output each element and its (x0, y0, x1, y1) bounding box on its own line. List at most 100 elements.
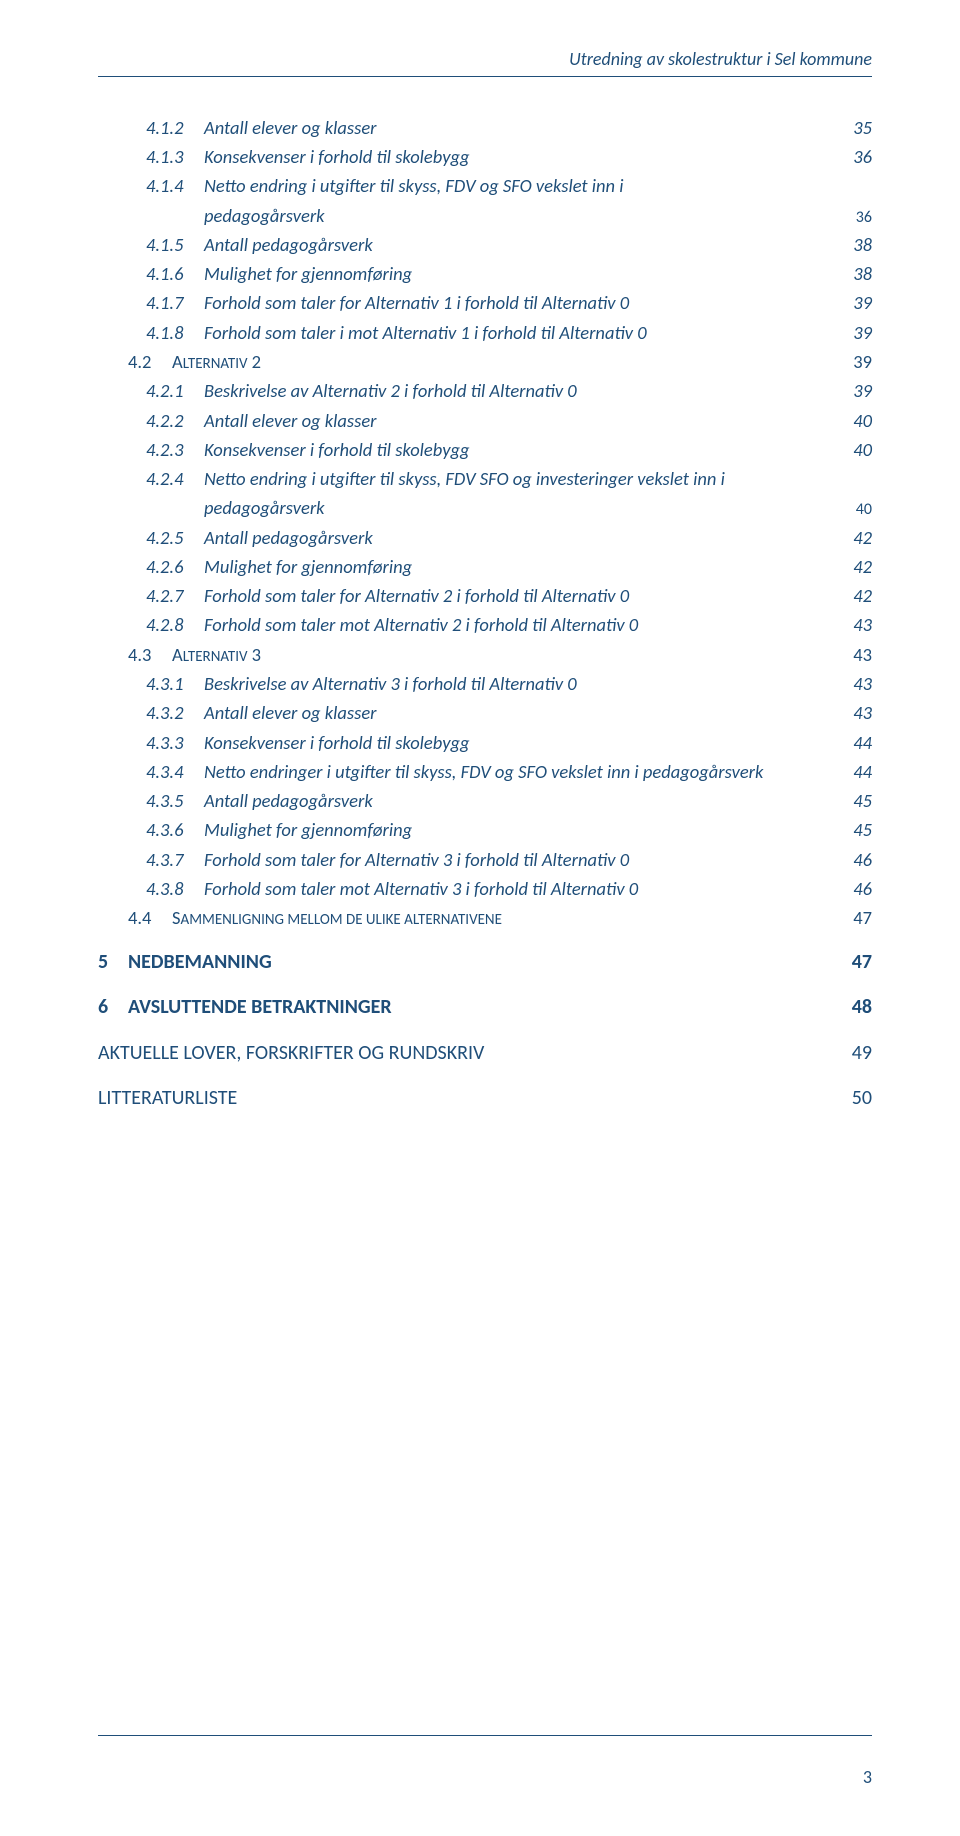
toc-number: 4.2.7 (146, 581, 204, 610)
toc-page: 43 (842, 640, 872, 669)
toc-number: 4.1.7 (146, 288, 204, 317)
toc-text: AKTUELLE LOVER, FORSKRIFTER OG RUNDSKRIV (98, 1038, 484, 1070)
toc-text: Forhold som taler mot Alternativ 3 i for… (204, 874, 638, 903)
toc-row: 4.4SAMMENLIGNING MELLOM DE ULIKE ALTERNA… (98, 903, 872, 933)
toc-row: 4.2.6Mulighet for gjennomføring 42 (98, 552, 872, 581)
toc-page: 38 (842, 230, 872, 259)
toc-text: Beskrivelse av Alternativ 3 i forhold ti… (204, 669, 577, 698)
toc-row: 4.2.1Beskrivelse av Alternativ 2 i forho… (98, 376, 872, 405)
toc-row: 4.2.7Forhold som taler for Alternativ 2 … (98, 581, 872, 610)
toc-text: Konsekvenser i forhold til skolebygg (204, 728, 470, 757)
toc-row: 4.3.2Antall elever og klasser 43 (98, 698, 872, 727)
toc-left: 4.3.4Netto endringer i utgifter til skys… (98, 757, 763, 786)
toc-number: 4.3 (128, 640, 172, 670)
toc-row: 4.1.8Forhold som taler i mot Alternativ … (98, 318, 872, 347)
toc-text: Beskrivelse av Alternativ 2 i forhold ti… (204, 376, 577, 405)
toc-left: 4.1.8Forhold som taler i mot Alternativ … (98, 318, 647, 347)
toc-page: 46 (842, 845, 872, 874)
toc-number: 4.3.3 (146, 728, 204, 757)
toc-text: Antall pedagogårsverk (204, 230, 373, 259)
toc-row: 4.2.2Antall elever og klasser40 (98, 406, 872, 435)
toc-left: 4.2.1Beskrivelse av Alternativ 2 i forho… (98, 376, 577, 405)
toc-left: 4.2ALTERNATIV 2 (98, 347, 261, 377)
toc-page: 48 (842, 992, 872, 1024)
toc-left: 4.1.2Antall elever og klasser (98, 113, 377, 142)
toc-row: LITTERATURLISTE50 (98, 1083, 872, 1115)
toc-text: Forhold som taler for Alternativ 3 i for… (204, 845, 629, 874)
toc-text: Forhold som taler for Alternativ 1 i for… (204, 288, 629, 317)
toc-left: 4.1.4Netto endring i utgifter til skyss,… (98, 171, 624, 200)
toc-page: 45 (842, 815, 872, 844)
toc-row: 4.3.3Konsekvenser i forhold til skolebyg… (98, 728, 872, 757)
toc-page: 43 (842, 698, 872, 727)
toc-left: 4.1.3Konsekvenser i forhold til skolebyg… (98, 142, 470, 171)
toc-text: NEDBEMANNING (128, 947, 272, 979)
toc-page: 40 (842, 435, 872, 464)
toc-page: 39 (842, 288, 872, 317)
toc-row: 4.1.3Konsekvenser i forhold til skolebyg… (98, 142, 872, 171)
toc-number: 4.2 (128, 347, 172, 377)
toc-text: Forhold som taler for Alternativ 2 i for… (204, 581, 629, 610)
toc-page: 43 (842, 610, 872, 639)
toc-left: 4.1.5Antall pedagogårsverk (98, 230, 373, 259)
toc-number: 4.2.1 (146, 376, 204, 405)
toc-page: 46 (842, 874, 872, 903)
toc-number: 4.2.3 (146, 435, 204, 464)
toc-row: 4.3ALTERNATIV 343 (98, 640, 872, 670)
toc-page: 39 (842, 347, 872, 376)
toc-text: AVSLUTTENDE BETRAKTNINGER (128, 992, 392, 1024)
toc-row: 4.3.6Mulighet for gjennomføring 45 (98, 815, 872, 844)
page-number: 3 (98, 1766, 872, 1788)
toc-left: 4.4SAMMENLIGNING MELLOM DE ULIKE ALTERNA… (98, 903, 502, 933)
toc-left: 4.3.3Konsekvenser i forhold til skolebyg… (98, 728, 470, 757)
toc-page: 47 (842, 903, 872, 932)
toc-page: 38 (842, 259, 872, 288)
toc-number: 4.1.8 (146, 318, 204, 347)
toc-page: 44 (842, 757, 872, 786)
toc-left: 4.3.1Beskrivelse av Alternativ 3 i forho… (98, 669, 577, 698)
toc-text: Forhold som taler mot Alternativ 2 i for… (204, 610, 638, 639)
toc-page: 42 (842, 552, 872, 581)
toc-left: 4.2.4Netto endring i utgifter til skyss,… (98, 464, 725, 493)
toc-number: 4.1.4 (146, 171, 204, 200)
toc-text: Antall elever og klasser (204, 406, 377, 435)
toc-row: 4.2.3Konsekvenser i forhold til skolebyg… (98, 435, 872, 464)
toc-page: 39 (842, 318, 872, 347)
toc-page: 42 (842, 581, 872, 610)
toc-text: pedagogårsverk (204, 201, 325, 230)
toc-left: 4.3.5Antall pedagogårsverk (98, 786, 373, 815)
toc-left: pedagogårsverk (98, 493, 325, 522)
toc-row: 4.1.6Mulighet for gjennomføring 38 (98, 259, 872, 288)
toc-left: 4.3.2Antall elever og klasser (98, 698, 377, 727)
toc-page: 35 (842, 113, 872, 142)
toc-left: 4.3.6Mulighet for gjennomføring (98, 815, 412, 844)
toc-text: SAMMENLIGNING MELLOM DE ULIKE ALTERNATIV… (172, 903, 502, 933)
toc-row: 4.3.8Forhold som taler mot Alternativ 3 … (98, 874, 872, 903)
toc-row: AKTUELLE LOVER, FORSKRIFTER OG RUNDSKRIV… (98, 1038, 872, 1070)
toc-number: 5 (98, 947, 128, 979)
toc-page: 40 (842, 406, 872, 435)
toc-page: 45 (842, 786, 872, 815)
toc-number: 4.3.2 (146, 698, 204, 727)
toc-left: 4.2.5Antall pedagogårsverk (98, 523, 373, 552)
toc-row: 5NEDBEMANNING47 (98, 947, 872, 979)
footer-rule (98, 1735, 872, 1736)
toc-left: 4.3.8Forhold som taler mot Alternativ 3 … (98, 874, 638, 903)
toc-page: 50 (842, 1083, 872, 1115)
toc-number: 4.1.5 (146, 230, 204, 259)
toc-text: Netto endring i utgifter til skyss, FDV … (204, 171, 624, 200)
toc-row: 6AVSLUTTENDE BETRAKTNINGER48 (98, 992, 872, 1024)
toc-text: Mulighet for gjennomføring (204, 552, 412, 581)
toc-text: Antall elever og klasser (204, 113, 377, 142)
toc-row: 4.1.7Forhold som taler for Alternativ 1 … (98, 288, 872, 317)
toc-page: 40 (842, 497, 872, 522)
header-rule (98, 76, 872, 77)
toc-number: 4.1.6 (146, 259, 204, 288)
toc-number: 4.3.4 (146, 757, 204, 786)
toc-page: 39 (842, 376, 872, 405)
toc-left: 4.2.6Mulighet for gjennomføring (98, 552, 412, 581)
toc-number: 4.3.8 (146, 874, 204, 903)
toc-text: Antall elever og klasser (204, 698, 377, 727)
toc-text: Mulighet for gjennomføring (204, 259, 412, 288)
page-header: Utredning av skolestruktur i Sel kommune (98, 48, 872, 70)
